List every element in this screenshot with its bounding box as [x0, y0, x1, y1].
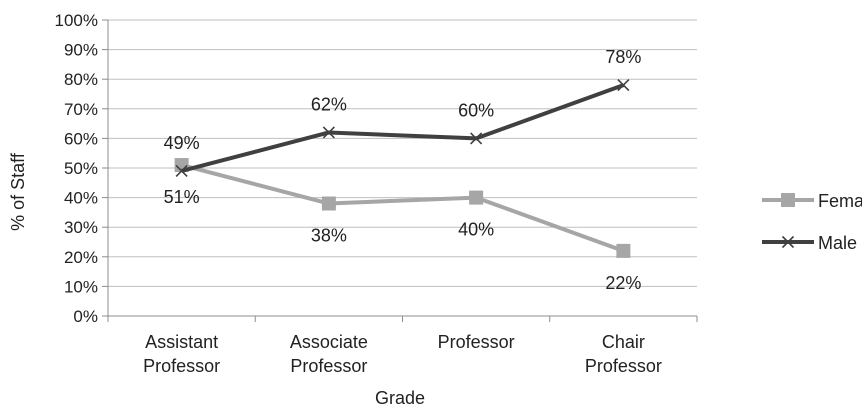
female-data-label: 22%: [605, 273, 641, 293]
x-tick-label: Associate Professor: [290, 332, 368, 376]
male-series-line: [181, 83, 625, 173]
female-data-label: 51%: [164, 187, 200, 207]
female-data-point: [321, 196, 336, 211]
data-labels: 51% 38% 40% 22% 49% 62% 60% 78%: [164, 47, 642, 293]
male-data-label: 62%: [311, 94, 347, 114]
female-legend-marker: [781, 193, 795, 207]
male-legend-marker: [781, 235, 795, 249]
male-data-point: [617, 79, 630, 92]
y-tick-label: 0%: [73, 307, 98, 326]
x-axis-title: Grade: [375, 388, 425, 408]
male-data-label: 78%: [605, 47, 641, 67]
y-tick-label: 20%: [64, 248, 98, 267]
female-data-point: [469, 190, 484, 205]
female-data-point: [616, 243, 631, 258]
x-tick-label: Professor: [438, 332, 515, 352]
y-tick-label: 50%: [64, 159, 98, 178]
y-tick-label: 70%: [64, 100, 98, 119]
y-tick-label: 100%: [55, 11, 98, 30]
female-data-label: 40%: [458, 220, 494, 240]
x-tick-label: Assistant Professor: [143, 332, 220, 376]
y-tick-label: 40%: [64, 189, 98, 208]
x-tick-label: Chair Professor: [585, 332, 662, 376]
gridlines: [108, 19, 697, 287]
female-data-label: 38%: [311, 226, 347, 246]
female-series-line: [181, 163, 625, 253]
female-legend-label: Female: [818, 191, 862, 211]
y-tick-label: 90%: [64, 41, 98, 60]
male-legend-label: Male: [818, 233, 857, 253]
male-data-label: 49%: [164, 133, 200, 153]
legend: Female Male: [762, 191, 862, 253]
series-group: [174, 79, 631, 258]
y-tick-label: 60%: [64, 129, 98, 148]
x-axis: Assistant Professor Associate Professor Prof…: [107, 20, 698, 376]
male-data-point: [470, 132, 483, 145]
male-data-point: [175, 164, 188, 178]
y-tick-label: 80%: [64, 70, 98, 89]
y-axis-title: % of Staff: [8, 152, 28, 231]
male-data-point: [322, 126, 335, 139]
y-axis-ticks: 0% 10% 20% 30% 40% 50% 60% 70% 80% 90% 100%: [55, 11, 108, 326]
male-data-label: 60%: [458, 100, 494, 120]
y-tick-label: 30%: [64, 218, 98, 237]
y-tick-label: 10%: [64, 277, 98, 296]
